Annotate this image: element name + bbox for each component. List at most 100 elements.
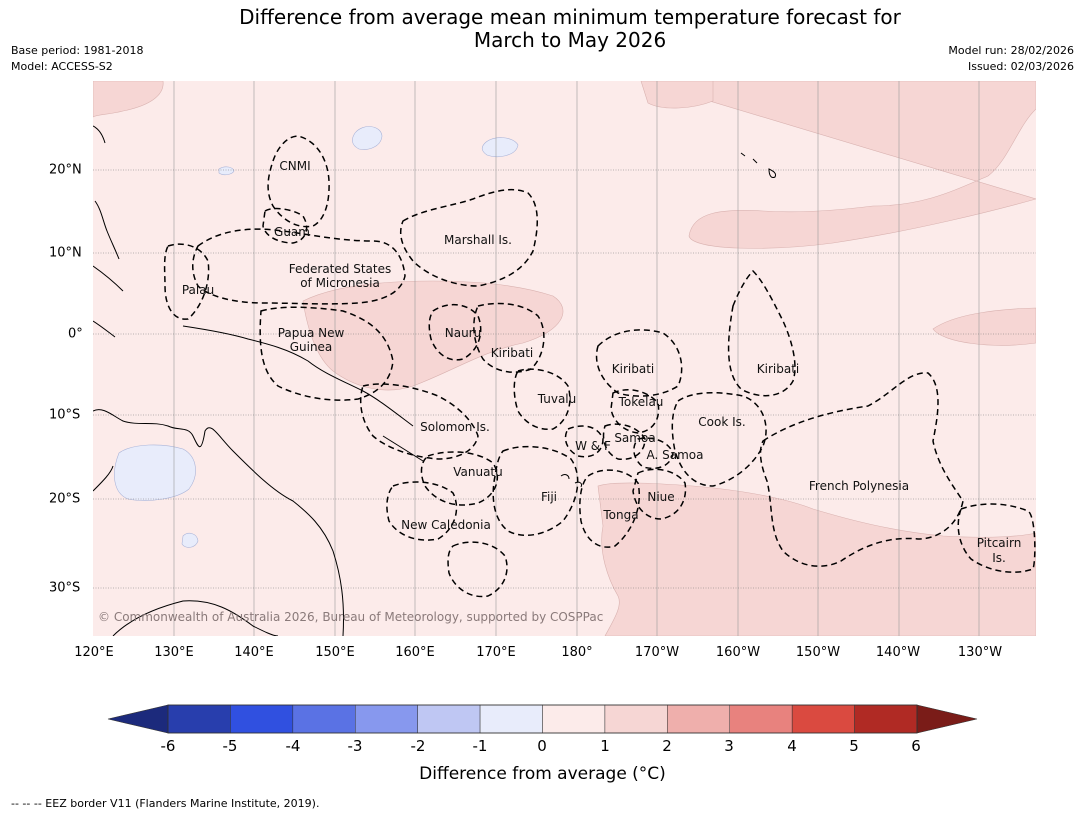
meta-left: Base period: 1981-2018 Model: ACCESS-S2: [11, 43, 143, 75]
forecast-map[interactable]: CNMI Guam Marshall Is. Federated States …: [93, 81, 1036, 636]
coast-new-caledonia: [382, 435, 424, 462]
warm-area-south: [597, 482, 1036, 636]
issued-date: Issued: 02/03/2026: [967, 60, 1074, 73]
coast-australia: [93, 409, 344, 636]
colorbar-segment: [667, 704, 730, 734]
coast-philippines: [93, 125, 124, 338]
cb-tick: -2: [410, 737, 426, 755]
eez-cook: [671, 391, 767, 487]
colorbar-segment: [604, 704, 668, 734]
footer-legend: -- -- -- EEZ border V11 (Flanders Marine…: [11, 797, 320, 810]
label-pitcairn-2: Is.: [992, 551, 1006, 565]
lon-label: 150°W: [795, 645, 841, 660]
label-marshall: Marshall Is.: [444, 233, 512, 247]
label-kiribati-west: Kiribati: [491, 346, 533, 360]
lon-label: 140°W: [875, 645, 921, 660]
cb-tick: 2: [662, 737, 672, 755]
warm-anomaly-areas: [93, 81, 1036, 636]
label-fsm-2: of Micronesia: [300, 276, 380, 290]
colorbar-outline: [167, 704, 918, 734]
eez-new-caledonia: [386, 481, 458, 541]
lon-label: 170°W: [634, 645, 680, 660]
colorbar-segment: [729, 704, 793, 734]
lon-label: 120°E: [74, 645, 114, 660]
label-wf: W & F: [575, 439, 611, 453]
eez-kiribati-central: [595, 329, 683, 397]
model-name: Model: ACCESS-S2: [11, 60, 113, 73]
eez-wf: [564, 425, 604, 458]
coast-australia-south: [112, 600, 279, 636]
cb-tick: -4: [285, 737, 301, 755]
lat-label: 20°N: [49, 162, 82, 178]
lat-label: 10°N: [49, 245, 82, 261]
graticule: [173, 81, 980, 636]
coast-hawaii: [740, 152, 776, 178]
eez-cnmi: [267, 135, 330, 228]
colorbar-segment: [355, 704, 418, 734]
eez-palau: [163, 243, 210, 320]
warm-area-equator-east: [932, 307, 1036, 346]
eez-marshall: [400, 188, 539, 287]
eez-fsm: [192, 228, 406, 305]
eez-vanuatu: [420, 451, 499, 506]
eez-asamoa: [633, 437, 674, 470]
lat-label: 10°S: [49, 407, 81, 423]
cool-area-5: [181, 532, 199, 548]
eez-borders: [163, 135, 1036, 598]
coast-fiji: [560, 474, 582, 488]
eez-kiribati-east: [727, 269, 796, 397]
label-palau: Palau: [182, 283, 214, 297]
colorbar-segment: [854, 704, 918, 734]
colorbar-segment: [230, 704, 294, 734]
label-fiji: Fiji: [541, 490, 557, 504]
eez-pitcairn: [957, 503, 1036, 573]
warm-area-central: [302, 280, 564, 391]
colorbar-extend-low: [107, 704, 169, 734]
lon-label: 140°E: [234, 645, 274, 660]
label-cook: Cook Is.: [698, 415, 745, 429]
colorbar-segment: [417, 704, 481, 734]
cb-tick: 4: [787, 737, 797, 755]
colorbar-label: Difference from average (°C): [419, 764, 666, 784]
label-new-caledonia: New Caledonia: [401, 518, 491, 532]
colorbar-segment: [167, 704, 231, 734]
label-vanuatu: Vanuatu: [453, 465, 503, 479]
label-asamoa: A. Samoa: [647, 448, 704, 462]
lon-label: 160°W: [715, 645, 761, 660]
label-guam: Guam: [274, 225, 310, 239]
label-solomon: Solomon Is.: [420, 420, 490, 434]
coastlines: [93, 125, 776, 636]
lon-label: 160°E: [395, 645, 435, 660]
label-cnmi: CNMI: [279, 159, 310, 173]
lon-label: 180°: [561, 645, 593, 660]
colorbar-segment: [542, 704, 606, 734]
region-labels: CNMI Guam Marshall Is. Federated States …: [182, 159, 1021, 565]
lat-label: 0°: [68, 326, 83, 342]
title-line-2: March to May 2026: [473, 28, 667, 52]
label-kiribati-central: Kiribati: [612, 362, 654, 376]
label-png-1: Papua New: [278, 326, 345, 340]
label-tokelau: Tokelau: [618, 395, 664, 409]
eez-french-polynesia: [759, 372, 964, 567]
colorbar-segment: [479, 704, 543, 734]
eez-png: [259, 306, 394, 401]
colorbar-extend-high: [916, 704, 978, 734]
cool-area-3: [218, 166, 235, 176]
label-png-2: Guinea: [290, 340, 333, 354]
warm-area-top-left: [93, 81, 164, 118]
eez-tonga: [579, 469, 640, 548]
copyright-notice: © Commonwealth of Australia 2026, Bureau…: [98, 610, 603, 624]
cb-tick: 6: [911, 737, 921, 755]
model-run: Model run: 28/02/2026: [948, 44, 1074, 57]
eez-fiji: [492, 445, 579, 537]
label-tonga: Tonga: [602, 508, 638, 522]
eez-tuvalu: [513, 368, 571, 431]
base-period: Base period: 1981-2018: [11, 44, 144, 57]
cool-area-australia: [114, 444, 196, 501]
colorbar-segment: [791, 704, 855, 734]
label-kiribati-east: Kiribati: [757, 362, 799, 376]
lat-label: 30°S: [49, 580, 81, 596]
meta-right: Model run: 28/02/2026 Issued: 02/03/2026: [948, 43, 1074, 75]
cool-anomaly-areas: [114, 126, 519, 548]
cb-tick: 5: [849, 737, 859, 755]
